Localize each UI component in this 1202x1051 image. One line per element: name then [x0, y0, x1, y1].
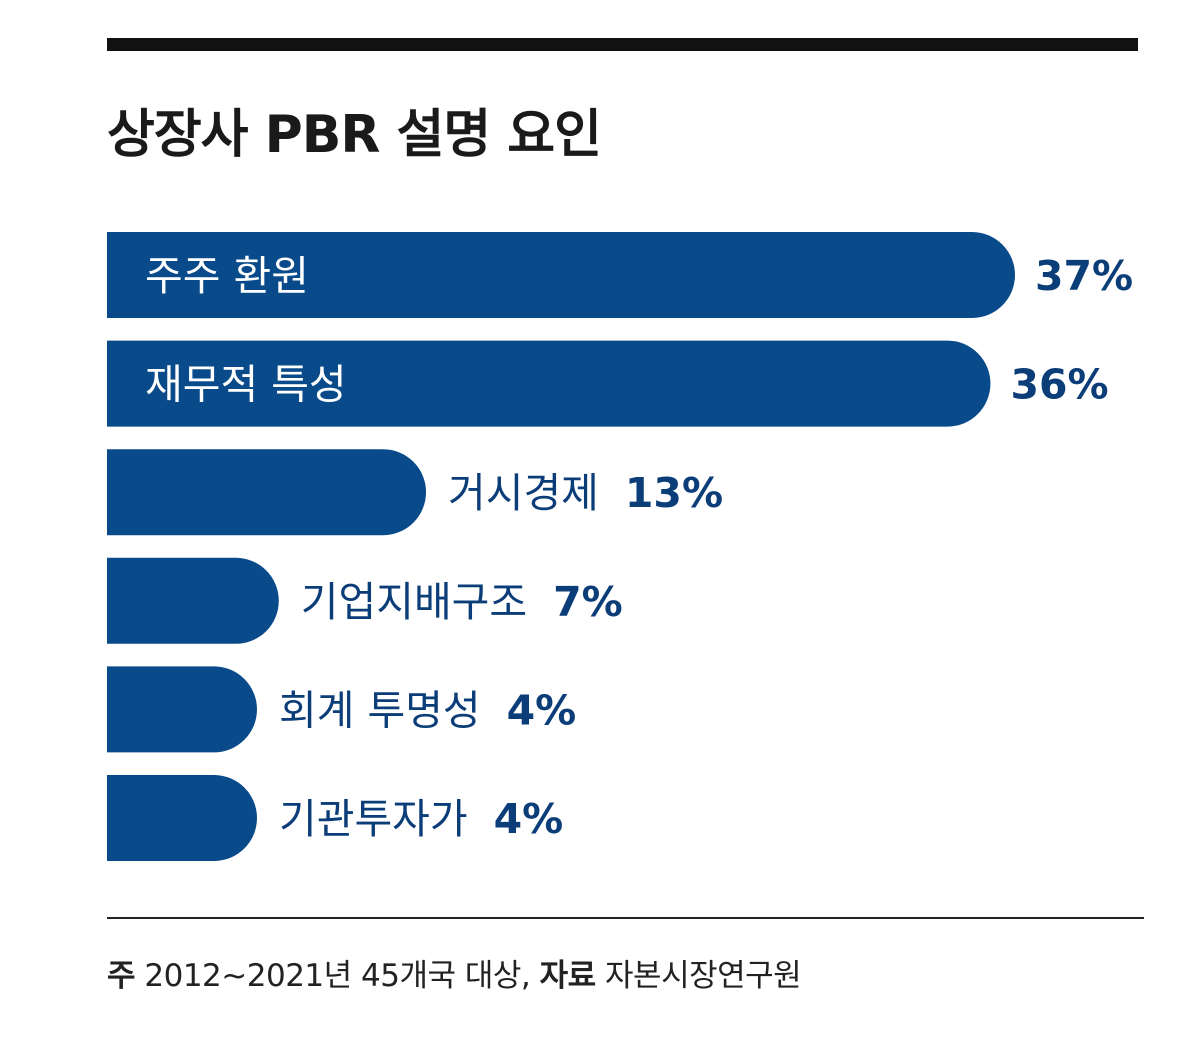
chart-title: 상장사 PBR 설명 요인 — [107, 105, 602, 165]
value-label: 4% — [494, 795, 564, 843]
value-label: 13% — [625, 469, 723, 517]
bar-거시경제 — [107, 449, 427, 536]
bar-기업지배구조 — [107, 557, 279, 644]
bar-재무적-특성 — [107, 340, 991, 427]
value-label: 7% — [553, 578, 623, 626]
bar-회계-투명성 — [107, 666, 257, 753]
category-label: 회계 투명성 — [279, 686, 481, 734]
category-label: 기관투자가 — [279, 795, 468, 843]
footnote-source-key: 자료 — [539, 958, 597, 994]
footnote-note-key: 주 — [107, 958, 136, 994]
category-label: 기업지배구조 — [301, 578, 527, 626]
value-label: 36% — [1010, 361, 1108, 409]
bar-기관투자가 — [107, 775, 257, 861]
bottom-rule — [107, 917, 1144, 919]
value-label: 37% — [1035, 252, 1133, 300]
footnote: 주 2012~2021년 45개국 대상, 자료 자본시장연구원 — [107, 950, 802, 995]
category-label: 거시경제 — [448, 469, 599, 517]
bar-주주-환원 — [107, 232, 1015, 318]
footnote-note-text: 2012~2021년 45개국 대상, — [144, 958, 531, 994]
value-label: 4% — [507, 686, 577, 734]
top-rule — [107, 38, 1138, 51]
category-label: 재무적 특성 — [145, 361, 347, 409]
footnote-source-text: 자본시장연구원 — [605, 958, 802, 994]
category-label: 주주 환원 — [145, 252, 309, 300]
